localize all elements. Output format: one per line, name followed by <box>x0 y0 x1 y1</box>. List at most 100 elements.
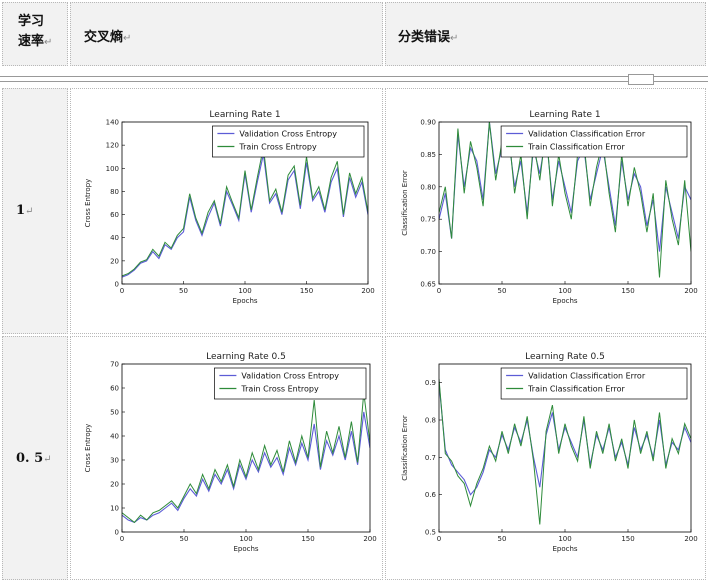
y-tick-label: 0.85 <box>420 151 436 159</box>
y-tick-label: 20 <box>110 257 119 265</box>
x-axis-label: Epochs <box>233 545 258 553</box>
y-tick-label: 80 <box>110 188 119 196</box>
y-axis-label: Classification Error <box>401 415 409 481</box>
series-line-1 <box>122 392 370 524</box>
y-tick-label: 0 <box>115 281 119 289</box>
x-tick-label: 200 <box>684 287 697 295</box>
header-cell-cross-entropy <box>70 2 383 66</box>
legend-box <box>212 125 365 158</box>
table-split-marker <box>628 74 654 85</box>
paragraph-mark: ↵ <box>123 33 132 44</box>
header-classification-error-label: 分类错误 <box>398 30 451 45</box>
y-tick-label: 0.7 <box>425 454 436 462</box>
legend-box <box>500 367 688 400</box>
x-axis-label: Epochs <box>232 297 257 305</box>
x-axis-label: Epochs <box>552 545 577 553</box>
row-label-1-text: 1 <box>16 203 26 218</box>
paragraph-mark: ↵ <box>43 454 52 465</box>
header-learning-rate-line2: 速率 <box>18 34 45 49</box>
chart-title: Learning Rate 0.5 <box>525 352 605 362</box>
chart-title: Learning Rate 1 <box>209 110 280 120</box>
x-tick-label: 200 <box>361 287 374 295</box>
x-tick-label: 0 <box>437 535 441 543</box>
paragraph-mark: ↵ <box>25 206 34 217</box>
y-tick-label: 0 <box>115 529 119 537</box>
series-line-1 <box>439 122 691 278</box>
header-cross-entropy-label: 交叉熵 <box>84 30 124 45</box>
y-tick-label: 140 <box>106 119 119 127</box>
row1-cross-entropy-cell <box>70 88 383 334</box>
x-tick-label: 50 <box>498 535 507 543</box>
y-tick-label: 70 <box>110 361 119 369</box>
y-tick-label: 0.75 <box>420 216 436 224</box>
chart-title: Learning Rate 0.5 <box>206 352 286 362</box>
table-separator <box>0 76 708 82</box>
row-label-cell-1 <box>2 88 68 334</box>
y-tick-label: 10 <box>110 505 119 513</box>
x-tick-label: 100 <box>239 535 252 543</box>
y-tick-label: 0.8 <box>425 417 436 425</box>
header-cross-entropy: 交叉熵↵ <box>84 26 131 45</box>
x-tick-label: 100 <box>558 535 571 543</box>
x-axis-label: Epochs <box>552 297 577 305</box>
y-tick-label: 40 <box>110 433 119 441</box>
y-tick-label: 0.90 <box>420 119 436 127</box>
y-tick-label: 0.80 <box>420 183 436 191</box>
x-tick-label: 100 <box>558 287 571 295</box>
legend-entry-0: Validation Cross Entropy <box>241 372 339 381</box>
y-tick-label: 100 <box>106 165 119 173</box>
y-axis-label: Classification Error <box>401 170 409 236</box>
row-label-2-text: 0. 5 <box>16 451 44 466</box>
legend-entry-1: Train Classification Error <box>527 385 625 394</box>
x-tick-label: 200 <box>684 535 697 543</box>
legend-entry-0: Validation Classification Error <box>528 130 646 139</box>
x-tick-label: 200 <box>363 535 376 543</box>
y-tick-label: 0.6 <box>425 491 437 499</box>
row2-classification-error-cell <box>385 336 706 580</box>
x-tick-label: 0 <box>437 287 441 295</box>
chart-title: Learning Rate 1 <box>529 110 600 120</box>
paragraph-mark: ↵ <box>450 33 459 44</box>
row2-cross-entropy-cell <box>70 336 383 580</box>
y-tick-label: 50 <box>110 409 119 417</box>
x-tick-label: 100 <box>238 287 251 295</box>
row-label-1: 1↵ <box>16 203 33 218</box>
y-tick-label: 0.70 <box>420 248 436 256</box>
x-tick-label: 50 <box>180 535 189 543</box>
y-axis-label: Cross Entropy <box>84 424 92 473</box>
y-tick-label: 0.5 <box>425 529 436 537</box>
row1-classification-error-cell <box>385 88 706 334</box>
y-tick-label: 0.65 <box>420 281 436 289</box>
legend-entry-1: Train Cross Entropy <box>240 385 319 394</box>
x-tick-label: 150 <box>621 287 634 295</box>
legend-entry-1: Train Classification Error <box>527 143 625 152</box>
y-tick-label: 60 <box>110 385 119 393</box>
row-label-cell-2 <box>2 336 68 580</box>
series-line-1 <box>439 378 691 525</box>
header-cell-classification-error <box>385 2 706 66</box>
y-tick-label: 60 <box>110 211 119 219</box>
series-line-0 <box>122 411 370 524</box>
legend-box <box>214 367 367 400</box>
chart-lr05-cross-entropy: Learning Rate 0.5 0 50 100 150 200 0 10 20 30 40 50… <box>80 346 380 560</box>
y-tick-label: 0.9 <box>425 379 436 387</box>
header-cell-rate <box>2 2 68 66</box>
x-tick-label: 50 <box>179 287 188 295</box>
y-axis-label: Cross Entropy <box>84 179 92 228</box>
y-tick-label: 120 <box>106 142 119 150</box>
header-learning-rate: 学习 速率↵ <box>18 12 52 53</box>
x-tick-label: 150 <box>301 535 314 543</box>
x-tick-label: 50 <box>498 287 507 295</box>
chart-lr1-classification-error: Learning Rate 1 0 50 100 150 200 0.65 0.70 0.75 0… <box>397 104 701 312</box>
x-tick-label: 0 <box>120 287 124 295</box>
legend-entry-1: Train Cross Entropy <box>238 143 317 152</box>
chart-lr1-cross-entropy: Learning Rate 1 0 50 100 150 200 0 20 40 60 80 100 1… <box>80 104 378 312</box>
y-tick-label: 40 <box>110 234 119 242</box>
legend-entry-0: Validation Cross Entropy <box>239 130 337 139</box>
row-label-2: 0. 5↵ <box>16 451 52 466</box>
chart-lr05-classification-error: Learning Rate 0.5 0 50 100 150 200 0.5 0.6 0.7 0.… <box>397 346 701 560</box>
header-learning-rate-line1: 学习 <box>18 14 45 29</box>
series-line-1 <box>122 147 368 277</box>
legend-box <box>500 125 688 158</box>
legend-entry-0: Validation Classification Error <box>528 372 646 381</box>
